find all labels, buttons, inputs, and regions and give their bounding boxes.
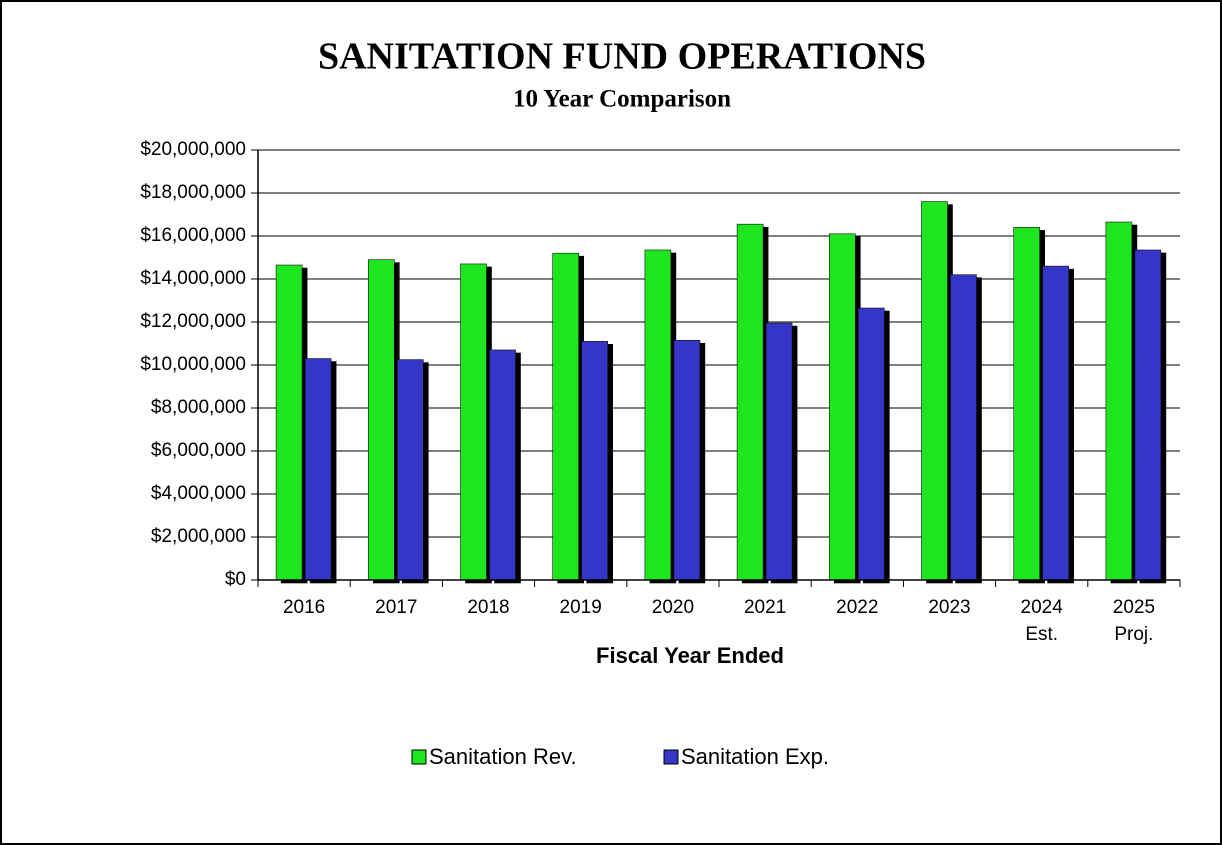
y-tick-label: $0 — [225, 569, 246, 590]
bar — [1042, 265, 1069, 581]
y-tick-label: $10,000,000 — [140, 354, 246, 375]
bar — [765, 322, 793, 581]
y-tick-label: $14,000,000 — [140, 268, 246, 289]
y-tick-label: $18,000,000 — [140, 182, 246, 203]
x-tick-label: 2018 — [467, 597, 509, 618]
bar — [489, 349, 516, 581]
bar — [1134, 249, 1162, 581]
x-tick-label: 2019 — [560, 597, 602, 618]
x-tick-label: 2023 — [928, 597, 970, 618]
bar — [644, 249, 672, 581]
bar — [921, 201, 948, 581]
y-tick-label: $4,000,000 — [151, 483, 246, 504]
bar — [736, 223, 764, 581]
x-tick-label: 2025 Proj. — [1113, 597, 1155, 645]
x-tick-label: 2024 Est. — [1021, 597, 1064, 645]
y-tick-label: $2,000,000 — [151, 526, 246, 547]
bar — [304, 358, 332, 581]
bar — [673, 339, 701, 581]
bar — [1105, 221, 1133, 581]
bar — [828, 233, 856, 581]
legend-label: Sanitation Exp. — [681, 744, 829, 769]
chart-subtitle: 10 Year Comparison — [513, 86, 731, 113]
y-tick-label: $12,000,000 — [140, 311, 246, 332]
bar — [460, 263, 487, 581]
bar — [857, 307, 885, 581]
bar — [396, 359, 424, 581]
legend-label: Sanitation Rev. — [429, 744, 577, 769]
legend-swatch — [411, 749, 427, 765]
x-tick-label: 2021 — [744, 597, 786, 618]
bar — [950, 274, 977, 581]
bar — [552, 252, 580, 581]
x-tick-label: 2020 — [652, 597, 694, 618]
x-tick-label: 2016 — [283, 597, 325, 618]
x-axis-label: Fiscal Year Ended — [596, 643, 784, 668]
y-tick-label: $20,000,000 — [140, 139, 246, 160]
legend-swatch — [663, 749, 679, 765]
x-tick-label: 2022 — [836, 597, 878, 618]
y-tick-label: $8,000,000 — [151, 397, 246, 418]
bar — [581, 341, 609, 581]
x-tick-label: 2017 — [375, 597, 417, 618]
bar — [1013, 227, 1041, 581]
chart-title: SANITATION FUND OPERATIONS — [318, 36, 926, 78]
y-tick-label: $16,000,000 — [140, 225, 246, 246]
y-tick-label: $6,000,000 — [151, 440, 246, 461]
bar — [275, 264, 303, 581]
bar — [367, 259, 395, 581]
